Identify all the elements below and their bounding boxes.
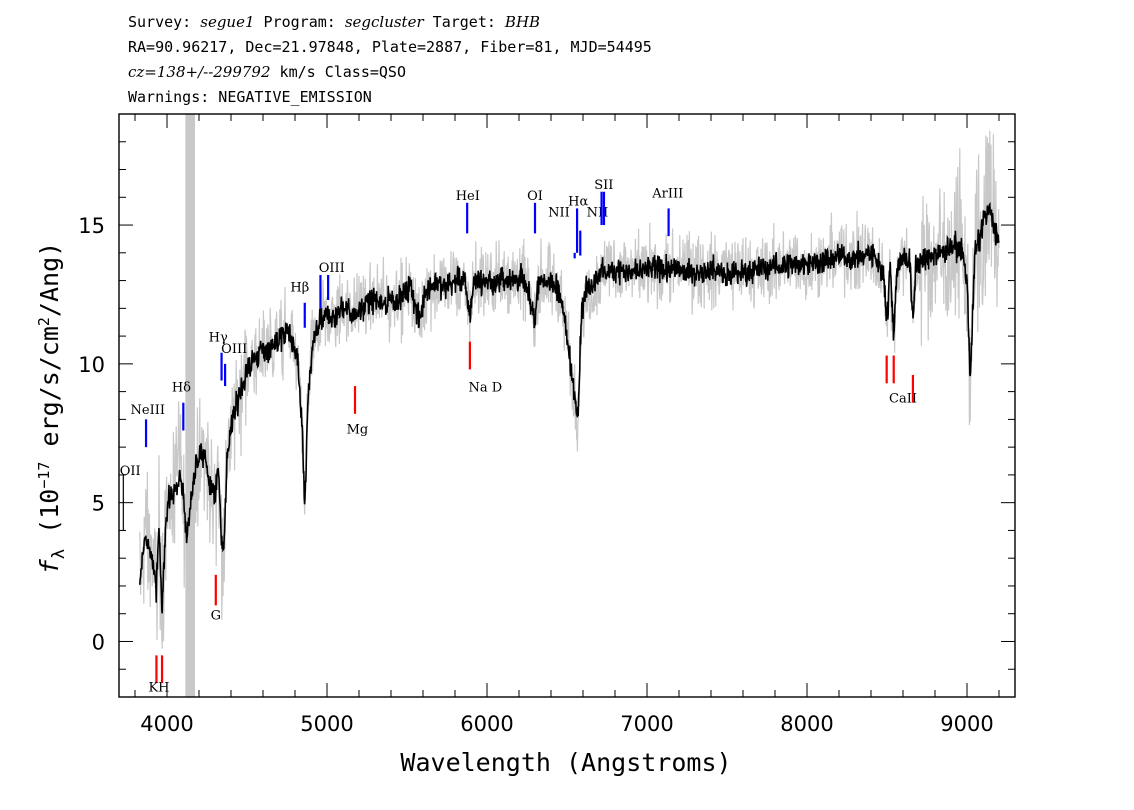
line-marker-label: Hβ [290,281,309,296]
line-marker-label: SII [594,178,613,193]
program-label: Program: [263,13,336,31]
class-text: km/s Class=QSO [270,63,406,81]
plot-frame [118,113,1016,698]
y-tick-label: 5 [92,492,105,516]
y-tick-label: 10 [78,353,105,377]
flux-layer [139,201,1000,614]
header-line-3: cz=138+/--299792 km/s Class=QSO [128,63,406,81]
masked-region-layer [185,114,195,697]
x-tick-label: 5000 [300,712,353,736]
y-axis-label: fλ (10−17 erg/s/cm2/Ang) [35,242,69,574]
survey-label: Survey: [128,13,192,31]
target-label: Target: [432,13,496,31]
line-marker-label: Mg [347,422,369,437]
line-marker-label: NII [587,206,609,221]
x-tick-label: 9000 [940,712,993,736]
masked-wavelength-band [185,114,195,697]
plot-frame-layer [118,113,1016,698]
line-marker-label: Hα [568,195,588,210]
line-marker-label: CaII [889,392,917,407]
y-tick-label: 15 [78,214,105,238]
line-marker-label: HeI [456,189,480,204]
header-line-2: RA=90.96217, Dec=21.97848, Plate=2887, F… [128,38,652,56]
x-tick-label: 8000 [780,712,833,736]
line-marker-label: Hδ [172,381,191,396]
line-marker-label: ArIII [651,186,683,201]
x-tick-label: 6000 [460,712,513,736]
target-value: BHB [504,13,541,31]
line-marker-label: OI [527,189,543,204]
flux-line [139,201,1000,614]
x-tick-label: 7000 [620,712,673,736]
line-marker-label: KH [148,680,169,695]
x-tick-label: 4000 [140,712,193,736]
header-line-4: Warnings: NEGATIVE_EMISSION [128,88,372,106]
line-marker-label: OIII [319,261,345,276]
line-marker-label: Na D [469,381,503,396]
line-marker-label: NeIII [131,403,165,418]
header-line-1: Survey: segue1 Program: segcluster Targe… [128,13,540,31]
survey-value: segue1 [200,13,255,31]
redshift-value: cz=138+/--299792 [128,63,271,81]
program-value: segcluster [344,13,424,31]
tick-layer: 4000 5000 6000 7000 8000 9000 0 5 10 15 [78,114,1015,736]
line-marker-label: OIII [221,342,247,357]
x-axis-label: Wavelength (Angstroms) [400,748,731,777]
line-marker-label: NII [548,206,570,221]
line-marker-label: Hγ [209,331,228,346]
y-tick-label: 0 [92,630,105,654]
line-marker-label: OII [120,464,141,479]
line-marker-label: G [211,608,221,623]
